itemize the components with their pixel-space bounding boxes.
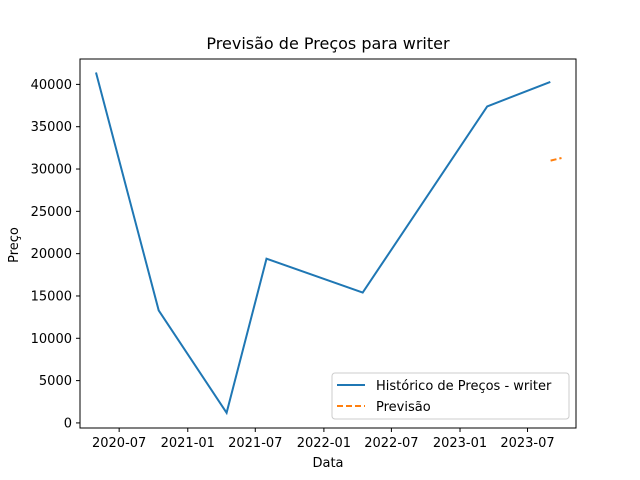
x-tick-label: 2023-01: [433, 436, 487, 451]
x-tick-label: 2021-01: [161, 436, 215, 451]
legend-label-forecast: Previsão: [376, 400, 431, 415]
y-tick-label: 15000: [31, 289, 72, 304]
y-tick-label: 10000: [31, 332, 72, 347]
x-tick-label: 2022-07: [364, 436, 418, 451]
x-tick-label: 2023-07: [500, 436, 554, 451]
history-line: [95, 72, 551, 416]
y-tick-label: 40000: [31, 78, 72, 93]
y-axis: 0 5000 10000 15000 20000 25000 30000 35000 40000: [31, 78, 80, 431]
plot-frame: [79, 58, 577, 429]
legend-box: [331, 372, 570, 420]
y-axis-label: Preço: [7, 227, 22, 263]
y-tick-label: 0: [64, 416, 72, 431]
legend-label-history: Histórico de Preços - writer: [376, 379, 552, 394]
y-tick-label: 20000: [31, 247, 72, 262]
y-tick-label: 35000: [31, 120, 72, 135]
plot-area: [79, 58, 577, 429]
x-tick-label: 2020-07: [92, 436, 146, 451]
x-axis: 2020-07 2021-01 2021-07 2022-01 2022-07 2023-…: [92, 428, 555, 451]
y-tick-label: 5000: [39, 374, 72, 389]
x-axis-label: Data: [312, 456, 343, 471]
forecast-line: [550, 157, 562, 162]
legend: Histórico de Preços - writer Previsão: [331, 372, 570, 420]
x-tick-label: 2021-07: [228, 436, 282, 451]
y-tick-label: 25000: [31, 205, 72, 220]
chart-title: Previsão de Preços para writer: [206, 34, 450, 53]
x-tick-label: 2022-01: [297, 436, 351, 451]
y-tick-label: 30000: [31, 163, 72, 178]
